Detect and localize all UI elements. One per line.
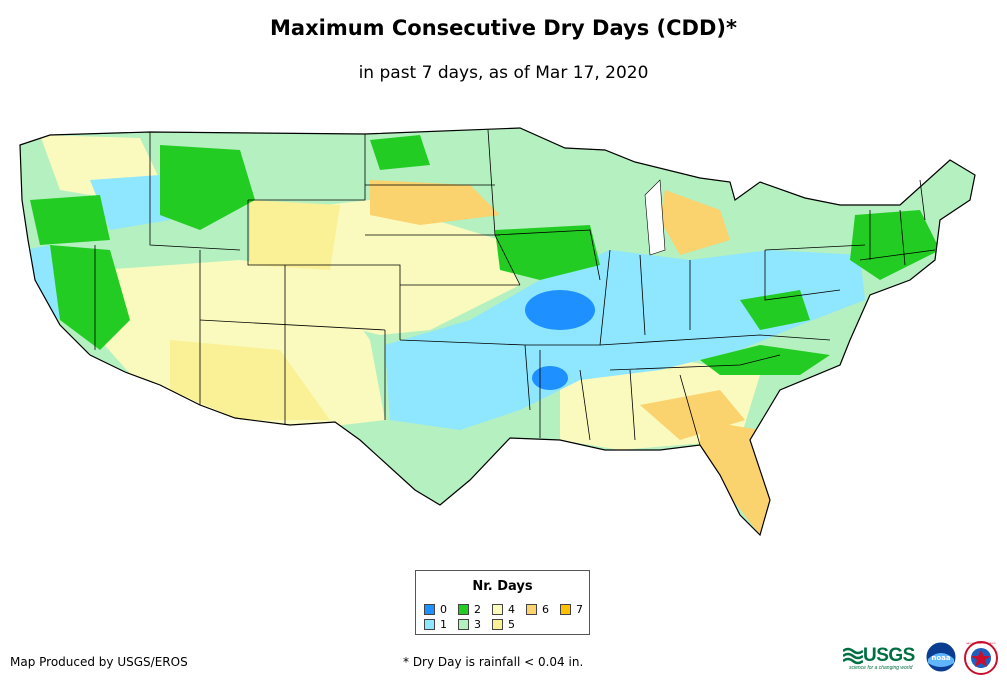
legend-label-3: 3 [474,618,481,631]
region-2-days-iowa [495,225,600,280]
boundary-mountain-2 [247,200,401,340]
boundary-east-6 [679,374,701,446]
legend-label-5: 5 [508,618,515,631]
map-title: Maximum Consecutive Dry Days (CDD)* [270,16,737,40]
region-1-day-california [25,245,60,320]
noaa-logo-icon: noaa [925,641,957,673]
usgs-wave-icon [843,647,863,665]
boundary-mountain-4 [199,319,386,331]
region-0-days-arkansas [532,366,568,390]
footnote-text: * Dry Day is rainfall < 0.04 in. [403,655,584,669]
legend-swatch-5 [492,619,503,630]
legend-swatch-4 [492,604,503,615]
state-boundaries [19,127,976,537]
region-6-days-florida [700,420,775,535]
credit-text: Map Produced by USGS/EROS [10,655,188,669]
boundary-east-4 [764,250,841,301]
legend-swatch-1 [424,619,435,630]
region-1-day-band [385,250,865,430]
cdd-color-field [20,128,975,535]
legend-label-0: 0 [440,603,447,616]
boundary-east-3 [609,354,781,371]
legend-swatch-0 [424,604,435,615]
legend-label-4: 4 [508,603,515,616]
usgs-wordmark: USGS [863,645,915,666]
boundary-east-1 [639,254,646,336]
cdd-map [19,127,976,537]
boundary-northeast-4 [919,179,926,221]
legend-label-1: 1 [440,618,447,631]
boundary-east-5 [764,244,866,251]
boundary-west-1 [149,132,241,251]
region-2-days-nevada [50,245,130,350]
usgs-tagline: science for a changing world [849,665,913,671]
legend-swatch-6 [526,604,537,615]
region-2-days-mid-atlantic [740,290,810,330]
region-2-days-idaho [160,145,255,230]
legend-label-2: 2 [474,603,481,616]
legend-title: Nr. Days [472,579,533,594]
region-2-days-lake-superior [370,135,430,170]
region-5-days-southwest [170,340,330,420]
region-6-days-michigan [660,190,730,255]
boundary-south-2 [579,369,591,441]
boundary-midwest-2 [494,229,601,281]
region-0-days-missouri [525,290,595,330]
us-outline [19,127,976,537]
legend-swatch-7 [560,604,571,615]
noaa-logo-text: noaa [931,654,951,662]
legend-label-6: 6 [542,603,549,616]
legend: Nr. Days 0 1 2 3 4 5 6 7 [415,570,590,635]
boundary-south-4 [599,334,831,346]
nws-logo-text: NATIONAL WEATHER SERVICE [966,642,996,645]
boundary-northeast-3 [859,249,936,261]
legend-swatch-3 [458,619,469,630]
region-5-days-wyoming [250,200,340,270]
nws-logo-icon: NATIONAL WEATHER SERVICE [964,641,998,675]
region-0-days-socal [100,373,116,383]
legend-label-7: 7 [576,603,583,616]
region-2-days-washington [30,195,110,245]
boundary-northeast-2 [899,209,906,266]
region-2-days-ohio-valley [700,345,830,375]
boundary-south-3 [629,369,636,441]
legend-swatch-2 [458,604,469,615]
map-subtitle: in past 7 days, as of Mar 17, 2020 [358,63,649,83]
region-6-days-dakotas [370,180,500,225]
boundary-mountain-1 [248,134,366,201]
region-6-days-georgia [640,390,745,440]
lake-michigan [644,179,666,256]
region-2-days-northeast [850,210,940,280]
usgs-logo: USGS science for a changing world [843,643,921,671]
